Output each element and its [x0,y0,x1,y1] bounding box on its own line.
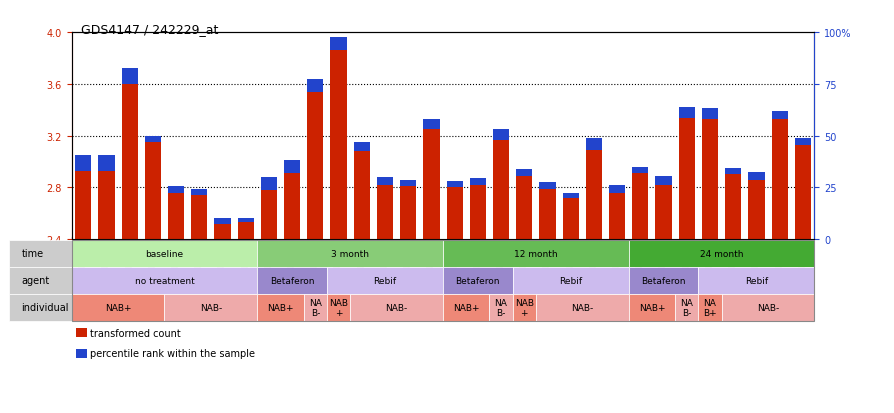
Text: baseline: baseline [145,249,183,258]
Bar [168,193,184,240]
Bar [701,119,717,240]
Bar [75,156,91,171]
Bar [260,190,277,240]
Text: 24 month: 24 month [699,249,743,258]
Bar [516,176,532,240]
Text: Rebif: Rebif [744,276,767,285]
Bar [353,152,369,240]
Bar [771,119,787,240]
Bar [654,176,670,185]
Text: NAB+: NAB+ [638,303,664,312]
Bar [701,109,717,119]
Bar [423,119,439,130]
Bar [330,51,346,240]
Text: NA
B-: NA B- [494,298,507,317]
Text: NAB-: NAB- [199,303,222,312]
Bar [376,178,392,185]
Bar [747,173,763,180]
Text: Rebif: Rebif [373,276,396,285]
Bar [631,174,648,240]
Bar [794,145,810,240]
Bar [423,130,439,240]
Bar [191,196,207,240]
Bar [586,150,602,240]
Text: NAB-: NAB- [570,303,593,312]
Text: NAB-: NAB- [385,303,408,312]
Bar [215,219,231,224]
Text: Betaferon: Betaferon [641,276,685,285]
Bar [724,169,740,175]
Bar [215,224,231,240]
Bar [562,193,578,198]
Bar [75,171,91,240]
Text: NAB+: NAB+ [267,303,293,312]
Bar [724,175,740,240]
Bar [678,118,694,240]
Bar [260,178,277,190]
Text: NA
B-: NA B- [679,298,693,317]
Text: NAB+: NAB+ [452,303,479,312]
Bar [191,189,207,196]
Bar [586,139,602,150]
Bar [539,189,555,240]
Bar [168,187,184,193]
Bar [608,185,625,193]
Bar [145,143,161,240]
Bar [98,171,114,240]
Text: NAB
+: NAB + [329,298,348,317]
Bar [283,174,299,240]
Bar [631,167,648,174]
Bar [237,223,254,240]
Bar [539,183,555,189]
Bar [446,181,462,188]
Bar [493,140,509,240]
Text: percentile rank within the sample: percentile rank within the sample [90,349,255,358]
Text: no treatment: no treatment [134,276,194,285]
Bar [516,170,532,176]
Bar [376,185,392,240]
Text: individual: individual [21,302,69,313]
Text: NAB
+: NAB + [514,298,533,317]
Text: NAB+: NAB+ [105,303,131,312]
Bar [771,112,787,119]
Text: 12 month: 12 month [513,249,557,258]
Text: Rebif: Rebif [559,276,582,285]
Bar [307,79,323,93]
Bar [493,130,509,140]
Bar [654,185,670,240]
Bar [353,143,369,152]
Bar [678,108,694,118]
Bar [237,219,254,223]
Text: GDS4147 / 242229_at: GDS4147 / 242229_at [80,23,217,36]
Text: Betaferon: Betaferon [270,276,314,285]
Text: NA
B-: NA B- [308,298,322,317]
Bar [145,136,161,143]
Bar [608,193,625,240]
Bar [330,38,346,51]
Bar [794,139,810,145]
Bar [122,85,138,240]
Bar [562,198,578,240]
Bar [400,180,416,187]
Bar [98,156,114,171]
Text: Betaferon: Betaferon [455,276,500,285]
Bar [122,69,138,85]
Bar [747,180,763,240]
Bar [469,179,485,185]
Text: agent: agent [21,275,50,286]
Text: transformed count: transformed count [90,328,181,338]
Text: 3 month: 3 month [331,249,368,258]
Bar [400,187,416,240]
Text: time: time [21,249,44,259]
Bar [283,161,299,174]
Bar [307,93,323,240]
Bar [469,185,485,240]
Bar [446,188,462,240]
Text: NAB-: NAB- [756,303,779,312]
Text: NA
B+: NA B+ [703,298,716,317]
